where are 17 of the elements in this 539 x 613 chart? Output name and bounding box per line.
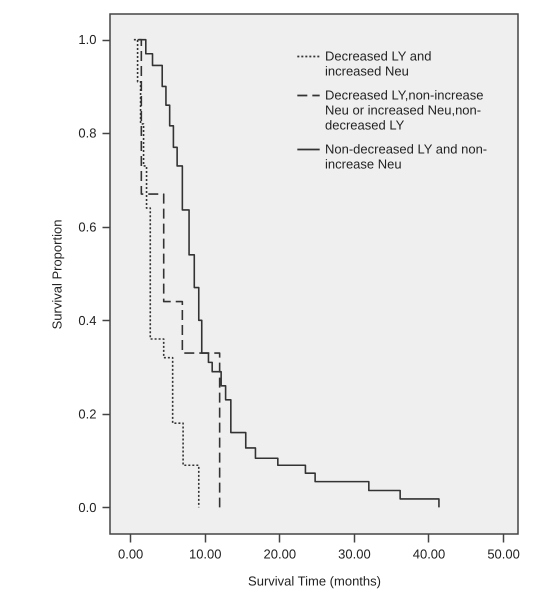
x-axis-title: Survival Time (months) xyxy=(248,574,381,588)
legend-label: Decreased LY and increased Neu xyxy=(325,48,432,78)
x-tick-label: 10.00 xyxy=(188,546,222,562)
y-tick-label: 0.0 xyxy=(78,500,96,515)
x-tick-label: 20.00 xyxy=(264,546,296,562)
x-tick-label: 50.00 xyxy=(487,546,520,562)
x-tick-label: 30.00 xyxy=(338,546,371,562)
x-tick-label: 40.00 xyxy=(412,546,446,562)
legend-label: Non-decreased LY and non- increase Neu xyxy=(325,142,488,172)
x-tick-label: 0.00 xyxy=(118,546,144,562)
y-tick-label: 0.8 xyxy=(78,126,96,141)
y-axis-title: Survival Proportion xyxy=(49,220,64,330)
y-tick-label: 0.2 xyxy=(78,406,96,422)
y-tick-label: 0.4 xyxy=(78,312,96,328)
y-tick-label: 1.0 xyxy=(78,32,96,48)
y-tick-label: 0.6 xyxy=(78,219,96,234)
legend-label: Decreased LY,non-increase Neu or increased Neu,non-decreased LY xyxy=(325,88,484,132)
